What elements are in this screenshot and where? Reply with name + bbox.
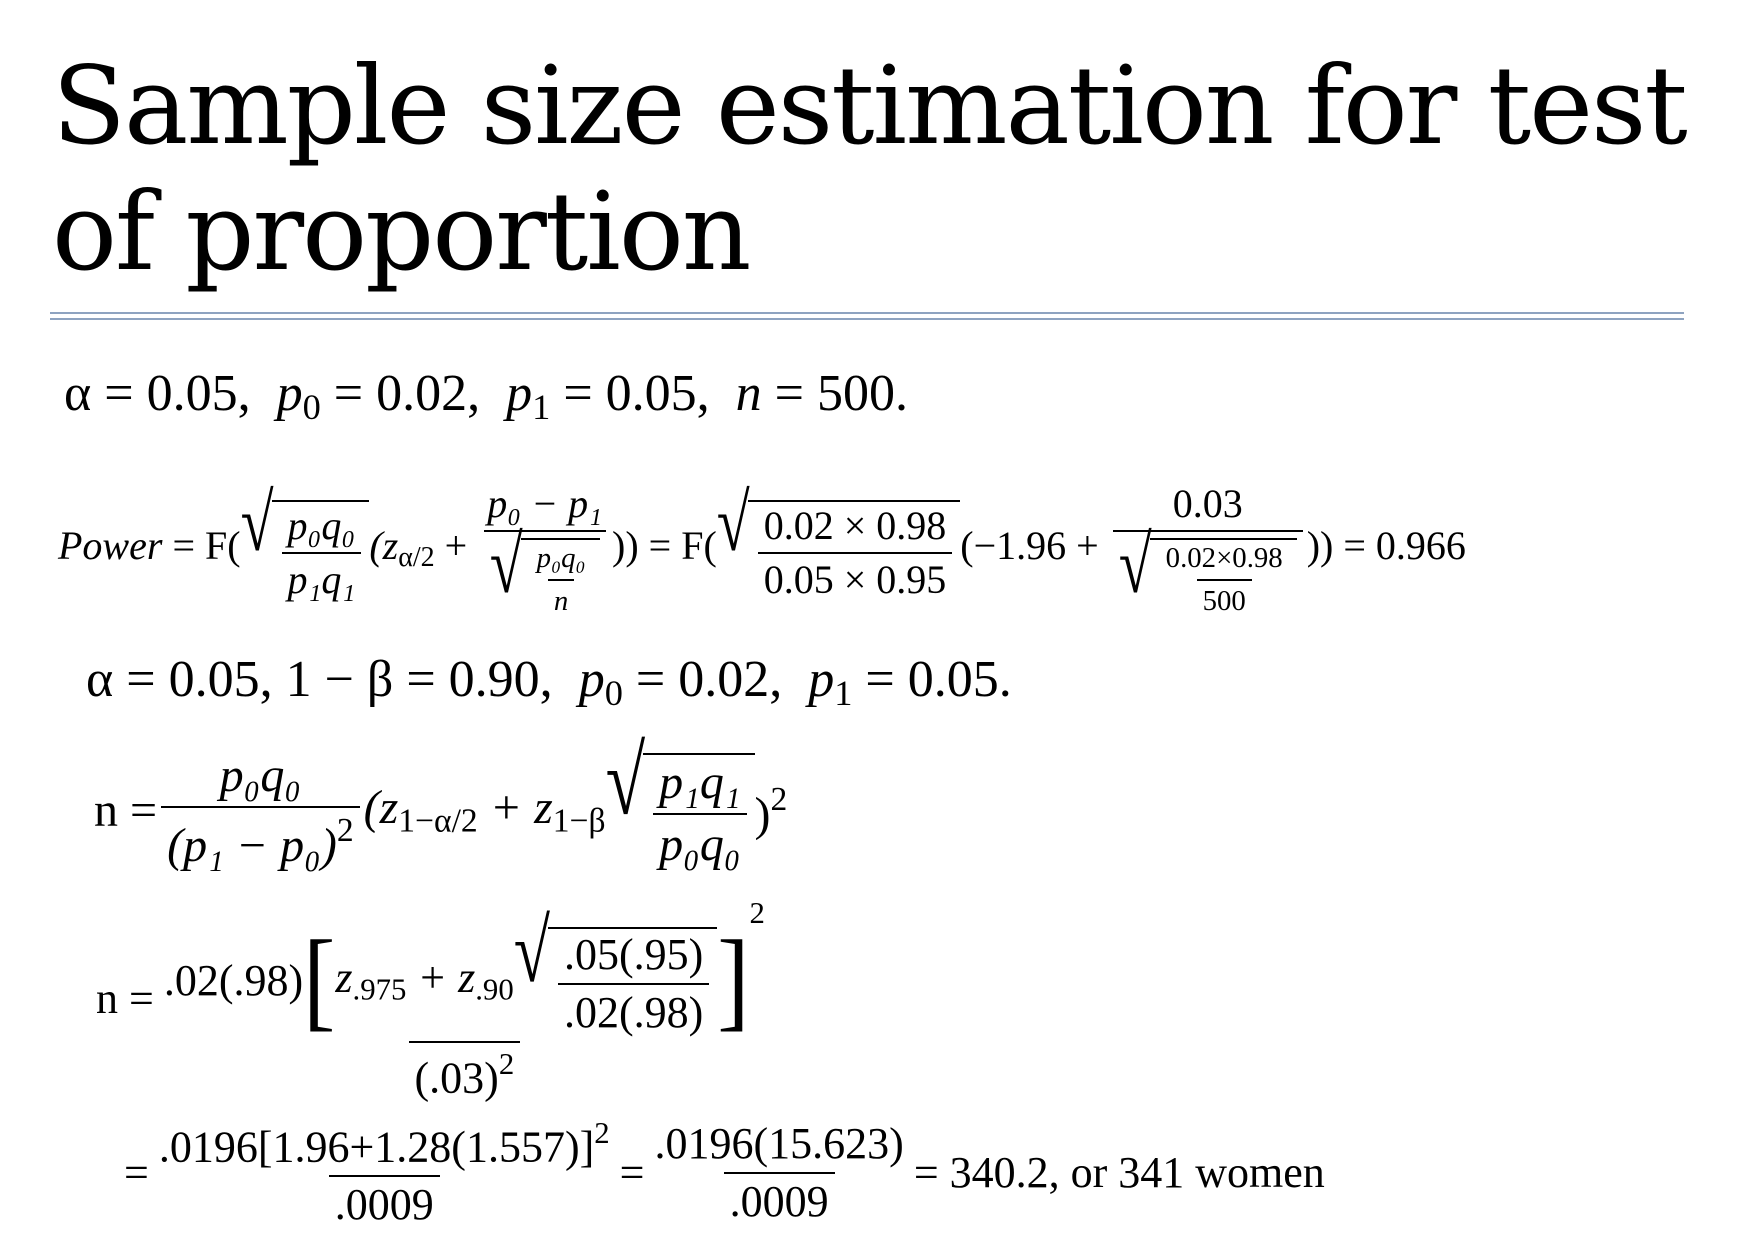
frac-denominator: 500 [1196,578,1252,616]
z-symbol: (z [369,522,399,568]
frac-denominator: .0009 [328,1175,440,1227]
alpha-value: α = 0.05, [64,365,251,422]
power-formula: Power = F(√ p₀q₀ p₁q₁ (zα/2 + p₀ − p₁ √ p₀q₀ n… [58,481,1466,616]
denominator: (.03) [414,1053,499,1103]
frac-numerator: 0.02 × 0.98 [763,502,947,548]
equals-F: = F( [162,522,241,568]
standardized-diff-numeric: 0.03 √ 0.02×0.98 500 [1112,481,1303,616]
sample-size-formula: n = p₀q₀ (p₁ − p₀)2 (z1−α/2 + z1−β √ p₁q₁ p₀q₀… [94,727,788,873]
power-result: )) = 0.966 [1306,522,1466,568]
frac-numerator: .05(.95) [563,929,704,979]
title-divider [50,318,1684,320]
equals: = [619,1147,645,1197]
open-term: (−1.96 + [960,522,1109,568]
frac-numerator: 0.03 [1172,481,1243,526]
numerator-lead: .02(.98) [163,955,304,1005]
z-subscript: .975 [352,972,407,1007]
p0-value: = 0.02, [320,365,481,422]
n-equals: n = [94,784,158,838]
exponent: 2 [336,812,354,849]
frac-numerator: 0.02×0.98 [1165,542,1283,574]
p1-subscript: 1 [532,387,551,428]
plus-z: + z [406,952,476,1002]
n-value: = 500. [761,365,908,422]
p1-value: = 0.05. [852,651,1012,708]
plus-z: + z [477,781,553,835]
sqrt-ratio: √ p₀q₀ p₁q₁ [241,482,370,602]
sample-size-result: = .0196[1.96+1.28(1.557)]2.0009 = .0196(15.… [124,1118,1325,1227]
z-subscript: α/2 [398,541,435,573]
exponent: 2 [770,781,788,818]
frac-numerator: p₀ − p₁ [487,481,603,526]
p0-subscript: 0 [302,387,321,428]
right-bracket: ] [717,918,750,1042]
frac-denominator: n [553,584,569,617]
p0-subscript: 0 [604,673,623,714]
slide-title: Sample size estimation for test of propo… [52,44,1688,295]
standardized-diff: p₀ − p₁ √ p₀q₀ n [481,484,608,616]
frac-denominator: p₁q₁ [287,556,356,602]
given-values-line: α = 0.05, p0 = 0.02, p1 = 0.05, n = 500. [64,368,908,426]
z-subscript: .90 [475,972,514,1007]
frac-denominator: p₀q₀ [659,818,741,872]
final-result: = 340.2, or 341 women [913,1147,1325,1197]
exponent: 2 [498,1046,515,1081]
exponent: 2 [594,1116,610,1150]
p1-symbol: p [506,365,533,422]
frac-numerator: .0196[1.96+1.28(1.557)] [158,1122,595,1172]
p0-symbol: p [276,365,303,422]
frac-numerator: p₀q₀ [219,749,302,802]
p0-symbol: p [578,651,605,708]
frac-denominator: 0.05 × 0.95 [757,551,953,600]
frac-denominator: .02(.98) [557,982,710,1035]
alpha-beta-values: α = 0.05, 1 − β = 0.90, [86,651,553,708]
given-values-line-2: α = 0.05, 1 − β = 0.90, p0 = 0.02, p1 = … [86,654,1012,712]
sqrt-ratio-numeric: √ 0.02 × 0.98 0.05 × 0.95 [717,482,961,600]
z-symbol: (z [363,781,399,835]
equals: = [124,1147,149,1197]
frac-numerator: p₀q₀ [287,502,356,548]
frac-numerator: .0196(15.623) [654,1118,904,1168]
equals-F: )) = F( [612,522,717,568]
z-symbol: z [335,952,353,1002]
left-bracket: [ [303,918,336,1042]
n-equals: n = [96,974,154,1024]
frac-denominator: (p₁ − p₀) [167,819,337,873]
power-label: Power [58,522,163,568]
exponent: 2 [749,896,765,930]
p1-value: = 0.05, [550,365,710,422]
frac-denominator: .0009 [723,1171,835,1224]
z-subscript: 1−α/2 [398,802,478,840]
sample-size-substituted: n = .02(.98)[z.975 + z.90 √ .05(.95) .02(.98… [96,896,765,1103]
frac-numerator: p₁q₁ [659,756,741,810]
p1-symbol: p [808,651,835,708]
title-divider [50,312,1684,314]
z-subscript: 1−β [552,802,606,840]
frac-numerator: p₀q₀ [536,542,586,574]
p1-subscript: 1 [834,673,853,714]
close-paren: ) [754,788,771,842]
plus-sign: + [434,522,478,568]
n-symbol: n [735,365,762,422]
p0-value: = 0.02, [622,651,783,708]
